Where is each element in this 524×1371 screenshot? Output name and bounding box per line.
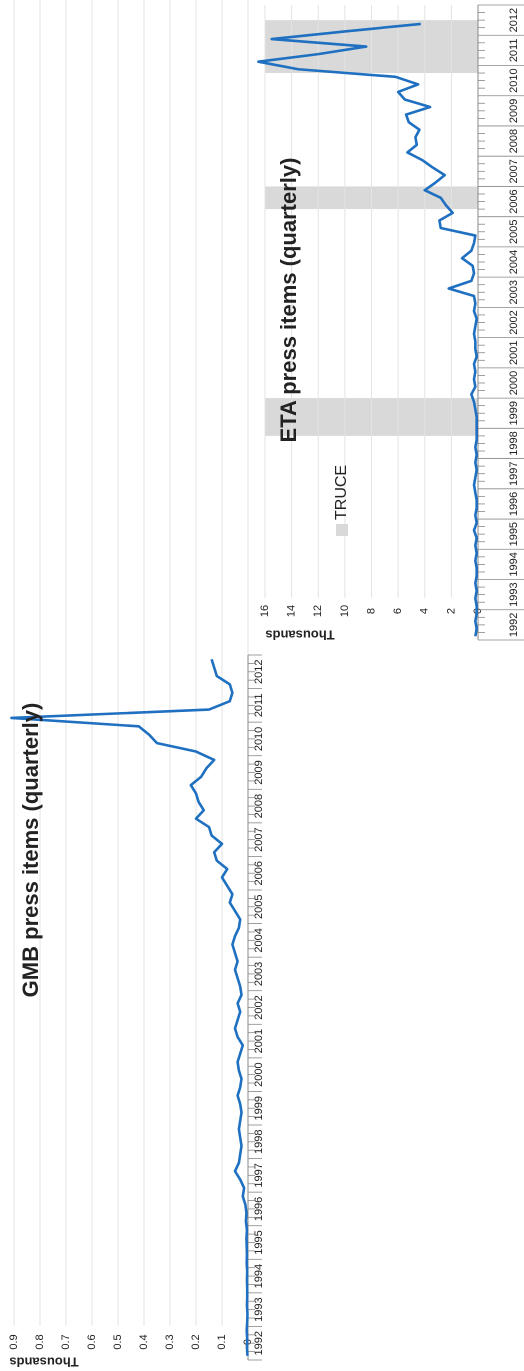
x-tick-label: 2006 [508, 189, 520, 213]
x-tick-label: 2007 [253, 827, 265, 851]
x-tick-label: 2000 [253, 1062, 265, 1086]
x-tick-label: 1995 [253, 1230, 265, 1254]
x-tick-label: 2004 [508, 250, 520, 274]
x-tick-label: 2006 [253, 861, 265, 885]
x-tick-label: 2002 [253, 995, 265, 1019]
y-tick-label: 10 [339, 605, 351, 617]
x-tick-label: 2008 [253, 794, 265, 818]
data-line [10, 658, 249, 1356]
x-tick-label: 2012 [253, 660, 265, 684]
x-tick-label: 2000 [508, 371, 520, 395]
x-tick-label: 2007 [508, 159, 520, 183]
x-tick-label: 1999 [253, 1096, 265, 1120]
data-line [257, 22, 478, 637]
x-tick-label: 2009 [508, 99, 520, 123]
x-tick-label: 1992 [508, 613, 520, 637]
x-tick-label: 2003 [508, 280, 520, 304]
chart-title: GMB press items (quarterly) [18, 703, 43, 998]
x-tick-label: 2009 [253, 760, 265, 784]
x-tick-label: 2008 [508, 129, 520, 153]
x-tick-label: 1992 [253, 1331, 265, 1355]
y-tick-label: 4 [419, 608, 431, 614]
axis-unit: Thousands [9, 1355, 78, 1370]
x-tick-label: 2004 [253, 928, 265, 952]
y-tick-label: 14 [286, 605, 298, 617]
y-tick-label: 16 [259, 605, 271, 617]
x-tick-label: 2001 [508, 340, 520, 364]
x-tick-label: 1996 [508, 492, 520, 516]
legend-label: TRUCE [333, 465, 350, 520]
x-tick-label: 2010 [253, 727, 265, 751]
y-tick-label: 0.5 [112, 1334, 124, 1349]
x-tick-label: 2011 [253, 694, 265, 718]
x-tick-label: 1997 [508, 461, 520, 485]
x-tick-label: 1994 [253, 1264, 265, 1288]
x-tick-label: 1998 [508, 431, 520, 455]
x-tick-label: 1998 [253, 1130, 265, 1154]
x-tick-label: 2002 [508, 310, 520, 334]
y-tick-label: 2 [445, 608, 457, 614]
y-tick-label: 12 [312, 605, 324, 617]
chart-title: ETA press items (quarterly) [276, 158, 301, 443]
x-tick-label: 1994 [508, 552, 520, 576]
y-tick-label: 0.1 [216, 1334, 228, 1349]
y-tick-label: 0.9 [8, 1334, 20, 1349]
x-tick-label: 2003 [253, 962, 265, 986]
axis-unit: Thousands [265, 628, 334, 643]
y-tick-label: 0.4 [138, 1334, 150, 1349]
x-tick-label: 1993 [253, 1297, 265, 1321]
y-tick-label: 0.2 [190, 1334, 202, 1349]
y-tick-label: 6 [392, 608, 404, 614]
x-tick-label: 2005 [508, 220, 520, 244]
x-tick-label: 1996 [253, 1197, 265, 1221]
x-tick-label: 1999 [508, 401, 520, 425]
y-tick-label: 8 [365, 608, 377, 614]
x-tick-label: 1995 [508, 522, 520, 546]
x-tick-label: 1997 [253, 1163, 265, 1187]
x-tick-label: 2010 [508, 68, 520, 92]
x-tick-label: 2005 [253, 895, 265, 919]
x-tick-label: 1993 [508, 582, 520, 606]
y-tick-label: 0.7 [60, 1334, 72, 1349]
y-tick-label: 0.6 [86, 1334, 98, 1349]
y-tick-label: 0.3 [164, 1334, 176, 1349]
y-tick-label: 0.8 [34, 1334, 46, 1349]
x-tick-label: 2011 [508, 39, 520, 63]
x-tick-label: 2001 [253, 1029, 265, 1053]
x-tick-label: 2012 [508, 8, 520, 32]
legend-swatch [336, 524, 348, 536]
